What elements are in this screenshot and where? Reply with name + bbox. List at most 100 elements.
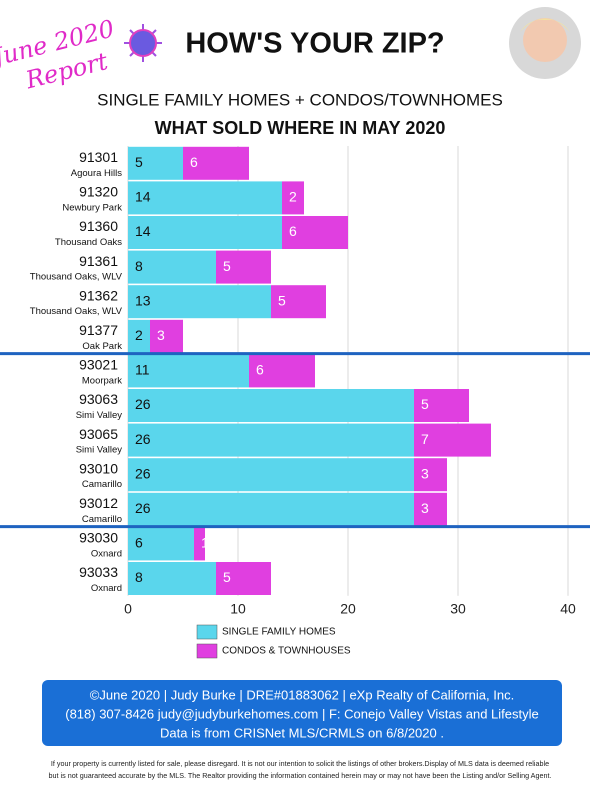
bar-segment [414,492,447,526]
legend-swatch [196,624,218,640]
area-label: Newbury Park [62,202,122,213]
virus-icon [124,24,162,62]
area-label: Camarillo [82,479,122,490]
area-label: Oak Park [82,341,122,352]
chart-subtitle: SINGLE FAMILY HOMES + CONDOS/TOWNHOMES [97,90,503,109]
bar-segment [282,181,304,215]
category-label: 91301 [79,149,118,165]
bar-segment [271,285,326,319]
area-label: Moorpark [82,375,122,386]
footer-box [42,680,562,746]
value-label: 6 [289,223,297,239]
bar-segment [128,389,414,422]
value-label: 6 [190,154,198,170]
value-label: 26 [135,500,151,516]
area-label: Thousand Oaks, WLV [30,272,123,283]
category-label: 91377 [79,322,118,338]
area-label: Camarillo [82,514,122,525]
x-tick-label: 0 [124,601,132,617]
value-label: 26 [135,431,151,447]
bar-segment [128,319,150,353]
x-tick-label: 30 [450,601,466,617]
category-label: 91360 [79,218,118,234]
area-label: Simi Valley [76,410,123,421]
value-label: 2 [289,189,297,205]
bar-segment [128,423,414,457]
page-title: HOW'S YOUR ZIP? [185,28,444,60]
value-label: 5 [223,258,231,274]
bar-segment [128,216,282,249]
value-label: 2 [135,327,143,343]
area-label: Oxnard [91,583,122,594]
value-label: 3 [421,465,429,481]
value-label: 3 [157,327,165,343]
bar-segment [128,250,216,284]
value-label: 5 [421,396,429,412]
bar-segment [183,146,249,180]
footer-line: ©June 2020 | Judy Burke | DRE#01883062 |… [90,687,514,702]
value-label: 5 [135,154,143,170]
area-label: Oxnard [91,548,122,559]
bar-segment [414,458,447,492]
bar-segment [128,562,216,595]
value-label: 26 [135,396,151,412]
value-label: 6 [256,362,264,378]
value-label: 8 [135,569,143,585]
bar-segment [128,492,414,526]
bar-segment [414,423,491,457]
disclaimer: but is not guaranteed accurate by the ML… [49,771,552,780]
bar-segment [128,285,271,319]
category-label: 93012 [79,495,118,511]
bar-segment [216,562,271,595]
bar-segment [128,458,414,492]
value-label: 7 [421,431,429,447]
footer-line: (818) 307-8426 judy@judyburkehomes.com |… [65,706,539,721]
bar-segment [128,354,249,388]
bar-segment [249,354,315,388]
bar-segment [414,389,469,422]
category-label: 93063 [79,391,118,407]
value-label: 8 [135,258,143,274]
bar-segment [128,146,183,180]
plot: 0 10 20 30 40 91301 Agoura Hills 5 6 91320 Newbury… [0,146,590,659]
legend-label: SINGLE FAMILY HOMES [222,627,336,638]
value-label: 3 [421,500,429,516]
value-label: 1 [201,535,209,551]
value-label: 13 [135,292,151,308]
value-label: 14 [135,223,151,239]
footer-line: Data is from CRISNet MLS/CRMLS on 6/8/20… [160,725,444,740]
chart-title: WHAT SOLD WHERE IN MAY 2020 [155,118,446,138]
disclaimer: If your property is currently listed for… [51,759,549,768]
x-tick-label: 40 [560,601,576,617]
bar-segment [194,527,205,561]
category-label: 93065 [79,426,118,442]
value-label: 5 [278,292,286,308]
category-label: 91320 [79,184,118,200]
category-label: 93010 [79,460,118,476]
category-label: 93021 [79,357,118,373]
value-label: 5 [223,569,231,585]
value-label: 14 [135,189,151,205]
legend-swatch [196,643,218,659]
legend-label: CONDOS & TOWNHOUSES [222,646,351,657]
value-label: 26 [135,465,151,481]
bar-segment [150,319,183,353]
category-label: 91362 [79,287,118,303]
bar-segment [216,250,271,284]
bar-segment [282,216,348,249]
value-label: 6 [135,535,143,551]
category-label: 91361 [79,253,118,269]
badge: June 2020 Report [0,15,117,95]
x-tick-label: 20 [340,601,356,617]
area-label: Thousand Oaks, WLV [30,306,123,317]
category-label: 93033 [79,564,118,580]
value-label: 11 [135,362,150,378]
area-label: Agoura Hills [71,168,122,179]
photo [509,7,581,79]
x-tick-label: 10 [230,601,246,617]
bar-segment [128,527,194,561]
bar-segment [128,181,282,215]
area-label: Simi Valley [76,445,123,456]
category-label: 93030 [79,530,118,546]
